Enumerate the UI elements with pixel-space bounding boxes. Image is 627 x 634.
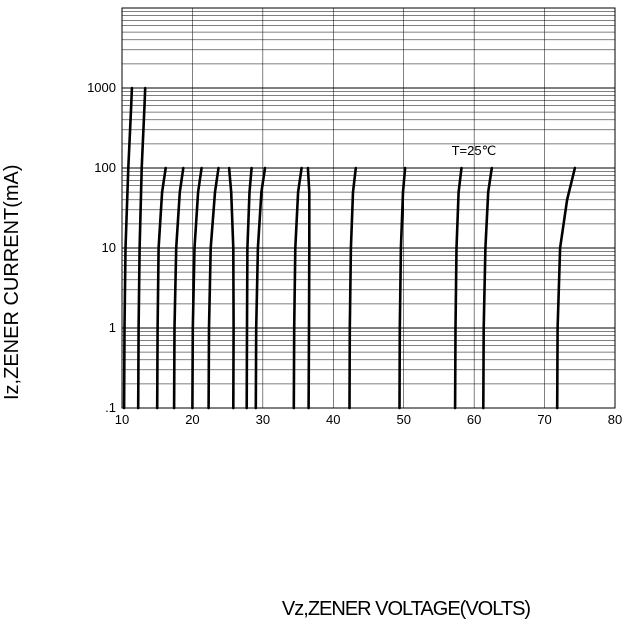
x-axis-label: Vz,ZENER VOLTAGE(VOLTS) [281, 598, 531, 620]
zener-curve-1 [122, 86, 134, 410]
y-tick-label: .1 [105, 400, 116, 415]
x-tick-label: 60 [467, 412, 481, 427]
zener-curve-6 [207, 166, 220, 410]
x-tick-label: 40 [326, 412, 340, 427]
zener-curve-2 [136, 86, 147, 410]
x-tick-label: 10 [115, 412, 129, 427]
zener-curve-8 [245, 166, 253, 410]
x-tick-label: 30 [256, 412, 270, 427]
y-tick-label: 100 [94, 160, 116, 175]
zener-curve-3 [155, 166, 167, 410]
y-tick-label: 1 [109, 320, 116, 335]
zener-curve-4 [172, 166, 185, 410]
zener-curve-7 [227, 166, 235, 410]
zener-curve-12 [348, 166, 358, 410]
x-tick-label: 70 [537, 412, 551, 427]
y-tick-label: 1000 [87, 80, 116, 95]
zener-curve-15 [482, 166, 494, 410]
y-axis-label: Iz,ZENER CURRENT(mA) [1, 164, 23, 400]
y-tick-label: 10 [102, 240, 116, 255]
x-tick-label: 80 [608, 412, 622, 427]
zener-curve-14 [453, 166, 463, 410]
x-tick-label: 20 [185, 412, 199, 427]
x-tick-label: 50 [396, 412, 410, 427]
zener-curve-5 [191, 166, 203, 410]
zener-curve-11 [306, 166, 311, 410]
zener-curve-9 [254, 166, 267, 410]
zener-curve-16 [555, 166, 577, 410]
zener-curve-10 [292, 166, 303, 410]
temperature-annotation: T=25℃ [452, 143, 497, 158]
plot-frame [121, 7, 616, 409]
zener-curve-13 [398, 166, 407, 410]
